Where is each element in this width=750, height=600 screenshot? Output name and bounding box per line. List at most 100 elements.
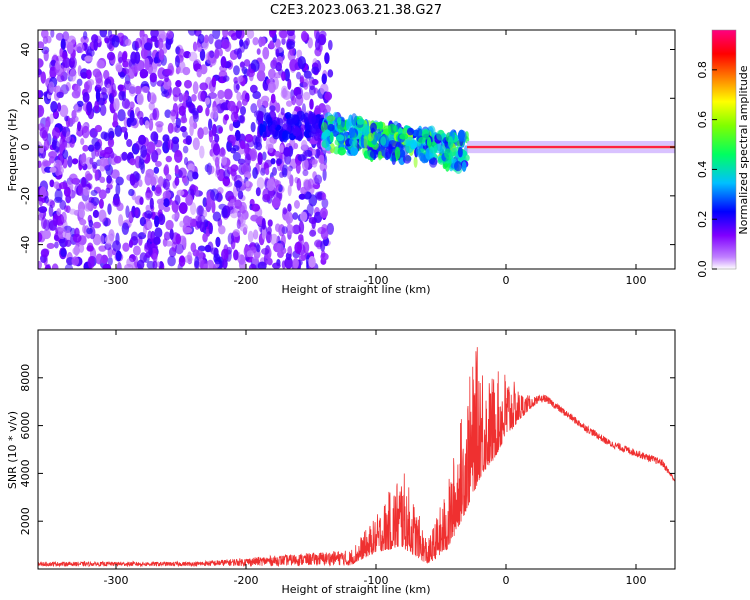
heatmap-cell	[62, 57, 71, 69]
heatmap-cell	[189, 123, 194, 137]
heatmap-cell	[157, 176, 164, 187]
heatmap-cell	[283, 146, 291, 157]
heatmap-cell	[78, 243, 85, 253]
heatmap-cell	[387, 123, 397, 136]
heatmap-cell	[152, 108, 158, 120]
heatmap-cell	[261, 218, 266, 230]
heatmap-cell	[95, 78, 104, 88]
heatmap-cell	[199, 48, 206, 61]
heatmap-cell	[90, 189, 98, 197]
heatmap-cell	[429, 146, 435, 159]
heatmap-cell	[86, 227, 93, 235]
heatmap-cell	[50, 100, 58, 113]
heatmap-cell	[249, 84, 258, 94]
heatmap-cell	[104, 234, 114, 245]
heatmap-cell	[82, 224, 87, 234]
heatmap-cell	[417, 136, 426, 144]
heatmap-cell	[46, 263, 52, 269]
heatmap-cell	[110, 169, 120, 179]
heatmap-cell	[214, 257, 222, 265]
heatmap-cell	[50, 30, 55, 38]
heatmap-cell	[125, 205, 130, 219]
heatmap-cell	[121, 222, 130, 235]
heatmap-cell	[303, 70, 312, 79]
heatmap-cell	[163, 198, 170, 208]
heatmap-cell	[72, 233, 82, 243]
heatmap-cell	[271, 262, 281, 269]
heatmap-cell	[285, 252, 292, 261]
heatmap-cell	[99, 235, 105, 245]
heatmap-cell	[122, 242, 130, 252]
heatmap-cell	[236, 219, 241, 230]
heatmap-cell	[421, 129, 430, 140]
heatmap-cell	[234, 180, 243, 188]
heatmap-cell	[154, 215, 160, 228]
heatmap-cell	[173, 149, 183, 163]
snr-x-label: Height of straight line (km)	[281, 583, 430, 596]
heatmap-cell	[106, 175, 112, 184]
heatmap-cell	[111, 34, 120, 48]
heatmap-cell	[403, 139, 413, 147]
snr-frame	[37, 329, 676, 570]
heatmap-cell	[172, 86, 181, 98]
heatmap-cell	[211, 106, 219, 119]
heatmap-cell	[367, 132, 374, 142]
heatmap-cell	[131, 231, 139, 241]
heatmap-cell	[239, 223, 248, 232]
heatmap-cell	[273, 72, 283, 79]
heatmap-cell	[94, 141, 101, 151]
heatmap-cell	[196, 205, 205, 217]
heatmap-cell	[286, 40, 296, 50]
x-tick-label: -200	[234, 574, 259, 587]
heatmap-cell	[78, 208, 86, 218]
heatmap-cell	[60, 38, 66, 51]
heatmap-cell	[299, 211, 308, 222]
heatmap-cell	[227, 100, 236, 112]
heatmap-cell	[112, 112, 118, 125]
heatmap-cell	[149, 197, 154, 210]
heatmap-cell	[144, 172, 152, 186]
heatmap-cell	[88, 219, 94, 228]
snr-x-ticks: -300 -200 -100 0 100	[104, 330, 647, 587]
heatmap-cell	[85, 202, 95, 211]
heatmap-cell	[295, 162, 301, 174]
heatmap-cell	[211, 76, 217, 88]
heatmap-cell	[148, 246, 153, 256]
heatmap-cell	[48, 151, 58, 159]
heatmap-cell	[146, 141, 156, 154]
heatmap-cell	[53, 234, 59, 241]
colorbar-tick-label: 0.6	[696, 111, 709, 129]
heatmap-cell	[175, 233, 182, 245]
heatmap-cell	[132, 245, 141, 256]
heatmap-cell	[239, 140, 246, 150]
heatmap-cell	[399, 133, 409, 140]
heatmap-cell	[267, 116, 273, 128]
heatmap-cell	[362, 123, 370, 136]
heatmap-cell	[302, 169, 309, 177]
heatmap-cell	[291, 125, 300, 133]
heatmap-cell	[279, 144, 284, 153]
heatmap-cell	[178, 105, 186, 116]
heatmap-cell	[136, 259, 145, 269]
heatmap-cell	[257, 152, 263, 166]
heatmap-cell	[164, 240, 173, 247]
heatmap-cell	[246, 250, 254, 258]
heatmap-cell	[287, 78, 292, 90]
heatmap-cell	[43, 49, 49, 62]
heatmap-cell	[319, 161, 328, 172]
heatmap-cell	[280, 247, 287, 254]
heatmap-cell	[77, 121, 82, 132]
heatmap-cell	[363, 135, 368, 149]
heatmap-cell	[312, 128, 320, 137]
heatmap-cell	[174, 194, 181, 206]
heatmap-cell	[197, 214, 206, 225]
heatmap-cell	[139, 116, 144, 126]
heatmap-cell	[95, 253, 103, 265]
heatmap-cell	[46, 35, 52, 44]
heatmap-cell	[320, 250, 326, 259]
heatmap-cell	[128, 101, 135, 110]
heatmap-cell	[38, 68, 43, 76]
heatmap-cell	[203, 34, 209, 44]
heatmap-cell	[275, 102, 281, 113]
heatmap-cell	[253, 141, 258, 150]
